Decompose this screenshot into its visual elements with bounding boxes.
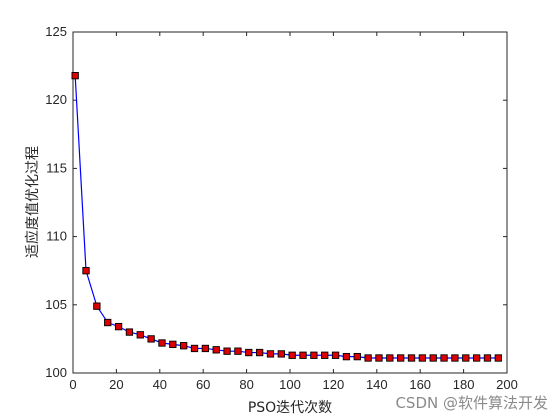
x-tick-label: 80 (239, 377, 253, 392)
data-point-marker (180, 342, 188, 350)
x-tick-label: 0 (69, 377, 76, 392)
y-tick-label: 115 (46, 160, 67, 175)
data-point-marker (234, 347, 242, 355)
x-tick-label: 160 (409, 377, 431, 392)
data-point-marker (451, 354, 459, 362)
x-tick-label: 180 (453, 377, 475, 392)
x-tick-label: 200 (496, 377, 518, 392)
data-point-marker (223, 347, 231, 355)
data-point-marker (375, 354, 383, 362)
series-line (74, 75, 499, 359)
y-tick-label: 100 (45, 365, 67, 380)
data-point-marker (266, 350, 275, 358)
y-tick-label: 120 (45, 92, 67, 107)
data-point-marker (397, 354, 405, 362)
data-point-marker (321, 351, 329, 359)
data-point-marker (114, 322, 123, 331)
data-point-marker (71, 71, 79, 80)
data-point-marker (472, 354, 481, 362)
y-axis-title: 适应度值优化过程 (24, 146, 41, 258)
data-point-marker (212, 346, 220, 354)
x-tick-label: 40 (153, 377, 167, 392)
data-point-marker (364, 354, 372, 362)
data-point-marker (310, 351, 318, 359)
y-tick-label: 110 (46, 229, 67, 244)
data-point-marker (494, 354, 502, 362)
data-point-marker (93, 302, 101, 310)
data-point-marker (418, 354, 427, 362)
data-point-marker (483, 354, 492, 362)
y-tick-label: 125 (45, 24, 67, 39)
data-point-marker (190, 344, 199, 353)
data-point-marker (331, 351, 340, 359)
data-point-marker (429, 354, 437, 362)
data-point-marker (386, 354, 394, 362)
y-tick-label: 105 (45, 297, 67, 312)
data-point-marker (277, 350, 285, 358)
data-point-marker (299, 351, 307, 359)
x-tick-label: 20 (109, 377, 123, 392)
x-tick-label: 100 (279, 377, 301, 392)
axis-ticks: 0 20 40 60 80 100 120 140 160 180 200 100 105 110 115 1… (45, 24, 518, 392)
watermark-text: CSDN @软件算法开发 (395, 394, 548, 412)
data-point-marker (245, 348, 253, 357)
series-layer (71, 71, 502, 362)
data-point-marker (136, 331, 144, 339)
x-tick-label: 120 (323, 377, 345, 392)
x-tick-label: 140 (366, 377, 388, 392)
data-point-marker (104, 318, 112, 327)
data-point-marker (342, 352, 351, 361)
data-point-marker (169, 340, 177, 349)
data-point-marker (201, 344, 210, 353)
data-point-marker (440, 354, 448, 362)
data-point-marker (288, 351, 296, 359)
data-point-marker (462, 354, 470, 362)
data-point-marker (407, 354, 416, 362)
plot-area (72, 31, 508, 374)
data-point-marker (255, 348, 264, 357)
data-point-marker (82, 267, 90, 275)
x-tick-label: 60 (196, 377, 210, 392)
data-point-marker (353, 352, 361, 361)
x-axis-title: PSO迭代次数 (248, 400, 332, 416)
data-point-marker (158, 339, 166, 347)
data-point-marker (125, 328, 134, 336)
data-point-marker (147, 335, 155, 343)
